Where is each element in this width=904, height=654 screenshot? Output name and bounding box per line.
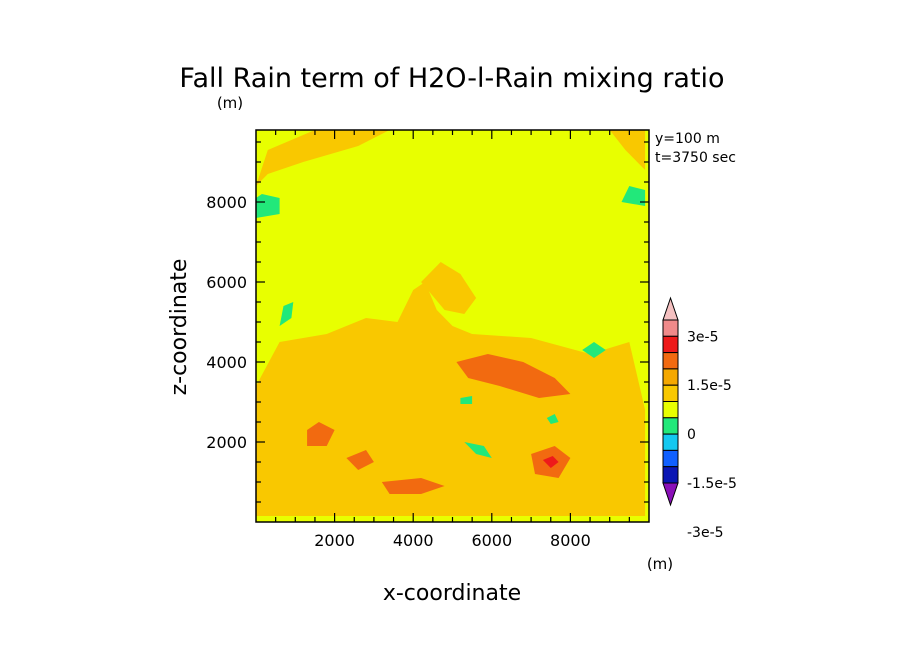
colorbar-box xyxy=(662,368,679,386)
colorbar-box xyxy=(662,335,679,354)
contour-region-8 xyxy=(346,450,374,470)
x-tick-label: 8000 xyxy=(550,531,591,550)
colorbar-box xyxy=(662,319,679,337)
colorbar-box xyxy=(662,433,679,451)
contour-region-10 xyxy=(256,194,280,218)
contour-region-13 xyxy=(582,342,606,358)
contour-region-12 xyxy=(279,302,294,326)
x-tick-label: 6000 xyxy=(471,531,512,550)
y-tick-label: 8000 xyxy=(206,193,247,212)
x-tick-label: 4000 xyxy=(393,531,434,550)
contour-region-16 xyxy=(546,414,559,424)
y-tick-label: 2000 xyxy=(206,433,247,452)
colorbar-label: -3e-5 xyxy=(687,525,724,541)
colorbar-label: 1.5e-5 xyxy=(687,378,732,394)
y-tick-label: 4000 xyxy=(206,353,247,372)
contour-region-5 xyxy=(307,422,335,446)
colorbar-box xyxy=(662,384,679,403)
contour-region-15 xyxy=(460,396,473,404)
colorbar-box xyxy=(662,417,679,435)
chart-title: Fall Rain term of H2O-l-Rain mixing rati… xyxy=(179,63,724,94)
colorbar xyxy=(662,296,679,507)
colorbar-box xyxy=(662,352,679,370)
colorbar-units: (m) xyxy=(647,555,673,573)
contour-regions xyxy=(256,130,646,516)
colorbar-bottom-arrow xyxy=(662,482,679,507)
contour-region-2 xyxy=(609,130,646,170)
colorbar-box xyxy=(662,401,679,419)
x-tick-labels: 2000 4000 6000 8000 xyxy=(314,531,591,550)
y-tick-label: 6000 xyxy=(206,273,247,292)
contour-region-11 xyxy=(621,186,646,206)
colorbar-label: -1.5e-5 xyxy=(687,476,737,492)
colorbar-labels: 3e-5 1.5e-5 0 -1.5e-5 -3e-5 xyxy=(687,329,737,541)
title-units: (m) xyxy=(217,94,243,112)
contour-region-4 xyxy=(456,354,571,398)
contour-region-1 xyxy=(256,130,390,186)
annotation-t: t=3750 sec xyxy=(655,150,736,166)
colorbar-box xyxy=(662,466,679,484)
contour-region-3 xyxy=(421,262,477,314)
y-axis-label: z-coordinate xyxy=(167,259,192,396)
contour-region-9 xyxy=(542,456,559,468)
x-tick-label: 2000 xyxy=(314,531,355,550)
annotation-y: y=100 m xyxy=(655,131,720,147)
colorbar-box xyxy=(662,449,679,468)
colorbar-label: 0 xyxy=(687,427,696,443)
contour-region-6 xyxy=(381,478,445,494)
plot-area xyxy=(255,129,650,523)
axis-ticks xyxy=(256,130,649,522)
x-axis-label: x-coordinate xyxy=(383,581,521,606)
colorbar-label: 3e-5 xyxy=(687,329,718,345)
contour-region-14 xyxy=(464,442,492,458)
y-tick-labels: 2000 4000 6000 8000 xyxy=(206,193,247,452)
colorbar-top-arrow xyxy=(662,296,679,321)
